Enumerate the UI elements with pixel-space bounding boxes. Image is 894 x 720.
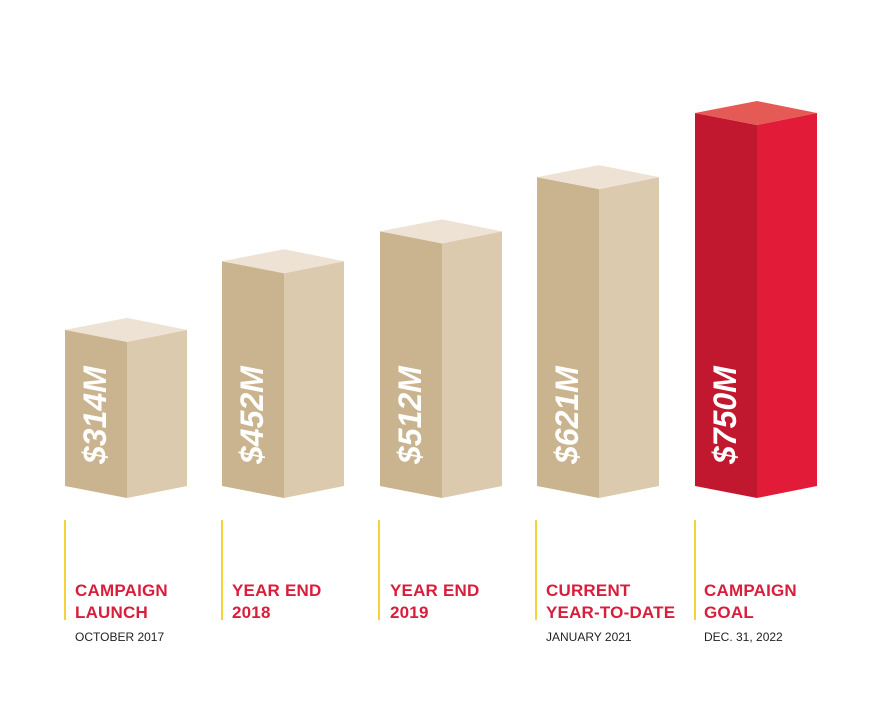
bar-value-label: $452M: [234, 365, 270, 465]
bar-front-face: [695, 113, 757, 498]
bar-side-face: [599, 177, 659, 498]
category-title-line2: 2018: [232, 603, 271, 622]
category-title-line2: GOAL: [704, 603, 754, 622]
bar-side-face: [127, 329, 187, 498]
bar-1: $452M: [222, 249, 344, 498]
category-title-line1: YEAR END: [390, 581, 480, 600]
category-label-year-end-2018: YEAR END 2018: [232, 580, 382, 630]
bar-side-face: [757, 113, 817, 498]
category-date: OCTOBER 2017: [75, 630, 165, 644]
category-title-line2: LAUNCH: [75, 603, 148, 622]
category-divider: [535, 520, 537, 620]
category-divider: [378, 520, 380, 620]
bar-front-face: [65, 329, 127, 498]
category-title-line1: YEAR END: [232, 581, 322, 600]
category-label-campaign-launch: CAMPAIGN LAUNCH OCTOBER 2017: [75, 580, 225, 644]
bar-3: $621M: [537, 165, 659, 498]
category-divider: [694, 520, 696, 620]
category-title-line1: CURRENT: [546, 581, 631, 600]
bar-top-face: [222, 249, 344, 274]
category-title-line2: YEAR-TO-DATE: [546, 603, 676, 622]
bar-top-face: [380, 219, 502, 244]
bar-value-label: $621M: [549, 365, 585, 465]
bar-front-face: [222, 261, 284, 498]
bar-value-label: $750M: [707, 365, 743, 465]
bar-side-face: [284, 261, 344, 498]
category-label-year-end-2019: YEAR END 2019: [390, 580, 540, 630]
category-date: DEC. 31, 2022: [704, 630, 783, 644]
bar-4: $750M: [695, 101, 817, 498]
category-divider: [221, 520, 223, 620]
category-title-line2: 2019: [390, 603, 429, 622]
category-divider: [64, 520, 66, 620]
bar-top-face: [537, 165, 659, 190]
bar-0: $314M: [65, 317, 187, 498]
bar-front-face: [537, 177, 599, 498]
bar-top-face: [695, 101, 817, 125]
bar-2: $512M: [380, 219, 502, 498]
bar-top-face: [65, 317, 187, 342]
bar-front-face: [380, 231, 442, 498]
category-date: JANUARY 2021: [546, 630, 632, 644]
category-title-line1: CAMPAIGN: [704, 581, 797, 600]
category-label-campaign-goal: CAMPAIGN GOAL DEC. 31, 2022: [704, 580, 854, 644]
category-title-line1: CAMPAIGN: [75, 581, 168, 600]
bar-value-label: $314M: [77, 365, 113, 465]
bar-side-face: [442, 231, 502, 498]
category-label-current-ytd: CURRENT YEAR-TO-DATE JANUARY 2021: [546, 580, 696, 644]
bar-value-label: $512M: [392, 365, 428, 465]
